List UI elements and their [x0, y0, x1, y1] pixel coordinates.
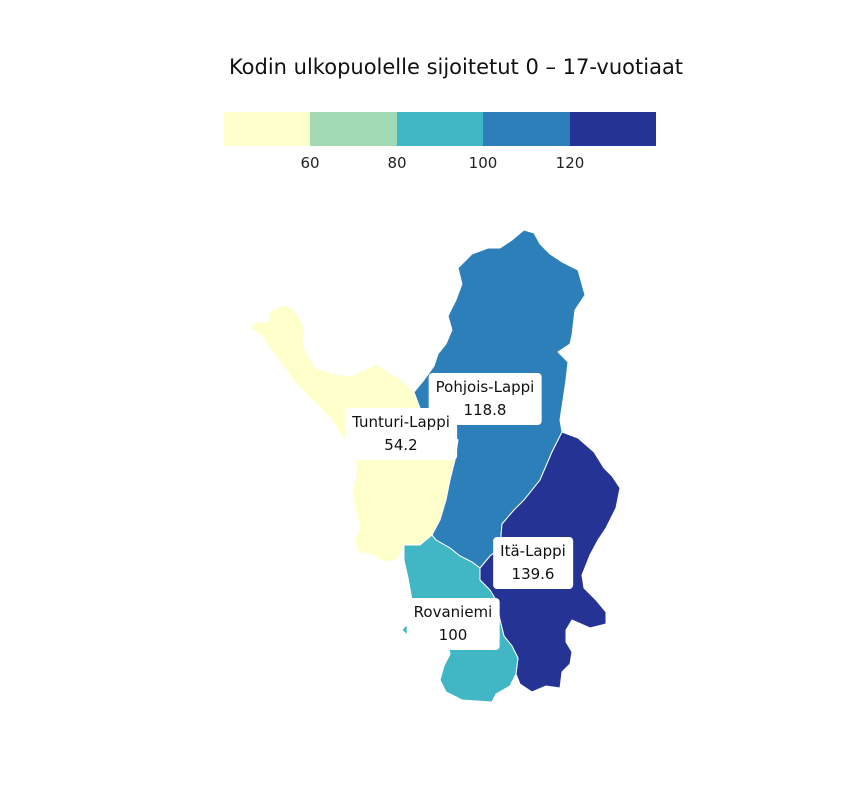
legend-swatch-4: [483, 112, 570, 146]
color-legend: [224, 112, 657, 146]
legend-tick: 60: [300, 154, 320, 172]
legend-tick: 120: [555, 154, 585, 172]
region-value: 139.6: [511, 565, 555, 583]
region-name: Pohjois-Lappi: [435, 378, 535, 396]
legend-ticks: 60 80 100 120: [224, 154, 656, 174]
region-name: Itä-Lappi: [500, 542, 566, 560]
region-name: Rovaniemi: [413, 603, 493, 621]
legend-tick: 100: [468, 154, 498, 172]
region-name: Tunturi-Lappi: [352, 413, 450, 431]
legend-swatch-2: [310, 112, 397, 146]
map-title: Kodin ulkopuolelle sijoitetut 0 – 17-vuo…: [228, 55, 684, 79]
legend-tick: 80: [387, 154, 407, 172]
legend-swatch-5: [569, 112, 657, 146]
region-value: 54.2: [384, 436, 418, 454]
label-tunturi-lappi: Tunturi-Lappi 54.2: [345, 408, 457, 460]
region-value: 100: [438, 626, 468, 644]
label-pohjois-lappi: Pohjois-Lappi 118.8: [428, 373, 542, 425]
region-value: 118.8: [463, 401, 507, 419]
legend-swatch-1: [224, 112, 311, 146]
legend-swatch-3: [396, 112, 484, 146]
label-ita-lappi: Itä-Lappi 139.6: [493, 537, 573, 589]
label-rovaniemi: Rovaniemi 100: [406, 598, 500, 650]
